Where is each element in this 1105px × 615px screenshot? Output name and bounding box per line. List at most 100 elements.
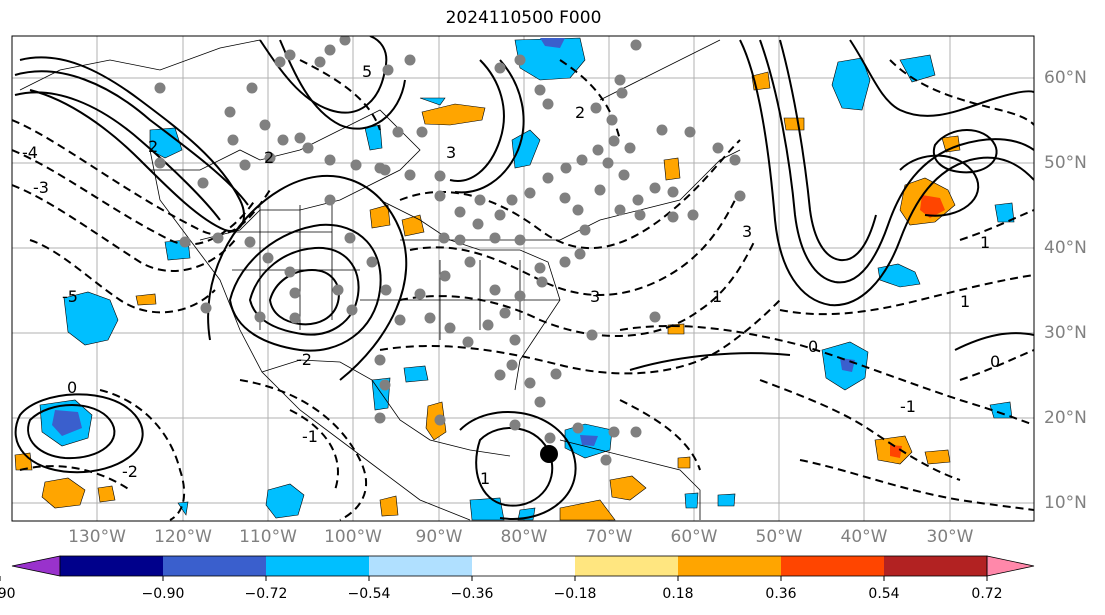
station-dot	[514, 234, 526, 246]
shading-blue	[63, 291, 119, 346]
station-dot	[324, 44, 336, 56]
contour-label: 2	[148, 137, 158, 156]
station-dot	[239, 159, 251, 171]
station-dot	[630, 39, 642, 51]
station-dot	[616, 87, 628, 99]
station-dot	[624, 142, 636, 154]
station-dot	[344, 232, 356, 244]
longitude-label: 120°W	[154, 527, 212, 547]
station-dot	[729, 154, 741, 166]
contour-label: -5	[62, 287, 78, 306]
station-dot	[284, 49, 296, 61]
station-dot	[434, 170, 446, 182]
station-dot	[632, 194, 644, 206]
station-dot	[509, 419, 521, 431]
contour-label: 3	[742, 222, 752, 241]
station-dot	[246, 82, 258, 94]
station-dot	[472, 218, 484, 230]
station-dot	[424, 312, 436, 324]
station-dot	[600, 454, 612, 466]
station-dot	[224, 106, 236, 118]
station-dot	[489, 284, 501, 296]
station-dot	[212, 232, 224, 244]
station-dot	[302, 142, 314, 154]
station-dot	[339, 36, 351, 46]
contour-label: -1	[900, 397, 916, 416]
contour-label: -3	[33, 178, 49, 197]
station-dot	[379, 164, 391, 176]
colorbar-segment	[472, 556, 575, 576]
station-dot	[514, 54, 526, 66]
station-dot	[608, 426, 620, 438]
longitude-label: 80°W	[500, 527, 548, 547]
station-dot	[324, 194, 336, 206]
shading-orange	[559, 499, 616, 521]
shading-navy	[540, 38, 565, 48]
station-dot	[154, 157, 166, 169]
station-dot	[439, 270, 451, 282]
longitude-label: 70°W	[585, 527, 633, 547]
station-dot	[200, 302, 212, 314]
colorbar-tick-label: 0.54	[868, 586, 900, 602]
colorbar-segment	[60, 556, 163, 576]
station-dot	[482, 319, 494, 331]
longitude-label: 30°W	[926, 527, 974, 547]
station-dot	[489, 232, 501, 244]
shading-orange	[369, 204, 391, 229]
colorbar-tick-label: 0.90	[0, 586, 16, 602]
colorbar-segment	[163, 556, 266, 576]
station-dot	[350, 159, 362, 171]
shading-blue	[364, 124, 383, 151]
station-dot	[464, 256, 476, 268]
station-dot	[444, 322, 456, 334]
station-dot	[576, 154, 588, 166]
station-dot	[614, 74, 626, 86]
shading-blue	[469, 497, 505, 521]
station-dot	[380, 284, 392, 296]
colorbar-tick-label: −0.18	[553, 586, 597, 602]
shading-orange	[677, 456, 691, 469]
latitude-label: 50°N	[1044, 153, 1087, 173]
station-dot	[404, 169, 416, 181]
station-dot	[534, 396, 546, 408]
colorbar-segment	[781, 556, 884, 576]
contour-label: 0	[990, 352, 1000, 371]
station-dot	[379, 379, 391, 391]
longitude-label: 100°W	[324, 527, 382, 547]
shading-orange	[663, 157, 681, 181]
station-dot	[618, 169, 630, 181]
colorbar-segment	[678, 556, 781, 576]
station-dot	[606, 114, 618, 126]
shading-orange	[97, 485, 116, 503]
contour-label: 5	[362, 62, 372, 81]
shading-red	[890, 445, 902, 458]
station-dot	[506, 194, 518, 206]
shading-blue	[419, 97, 446, 106]
station-dot	[684, 126, 696, 138]
station-dot	[259, 119, 271, 131]
station-dot	[499, 307, 511, 319]
station-dot	[608, 135, 620, 147]
station-dot	[264, 152, 276, 164]
contour-label: 1	[960, 292, 970, 311]
storm-center-marker	[540, 445, 558, 463]
station-dot	[614, 204, 626, 216]
latitude-label: 30°N	[1044, 323, 1087, 343]
shading-orange	[401, 214, 425, 237]
station-dot	[590, 102, 602, 114]
map-title: 2024110500 F000	[445, 8, 602, 28]
colorbar-tick-label: −0.36	[450, 586, 494, 602]
colorbar-segment	[369, 556, 472, 576]
shading-blue	[514, 37, 586, 81]
colorbar-tick-label: −0.54	[347, 586, 391, 602]
colorbar	[0, 555, 1035, 581]
shading-blue	[994, 202, 1015, 223]
station-dot	[324, 154, 336, 166]
station-dot	[649, 182, 661, 194]
station-dot	[542, 172, 554, 184]
station-dot	[524, 187, 536, 199]
station-dot	[392, 126, 404, 138]
station-dot	[394, 314, 406, 326]
station-dot	[494, 369, 506, 381]
